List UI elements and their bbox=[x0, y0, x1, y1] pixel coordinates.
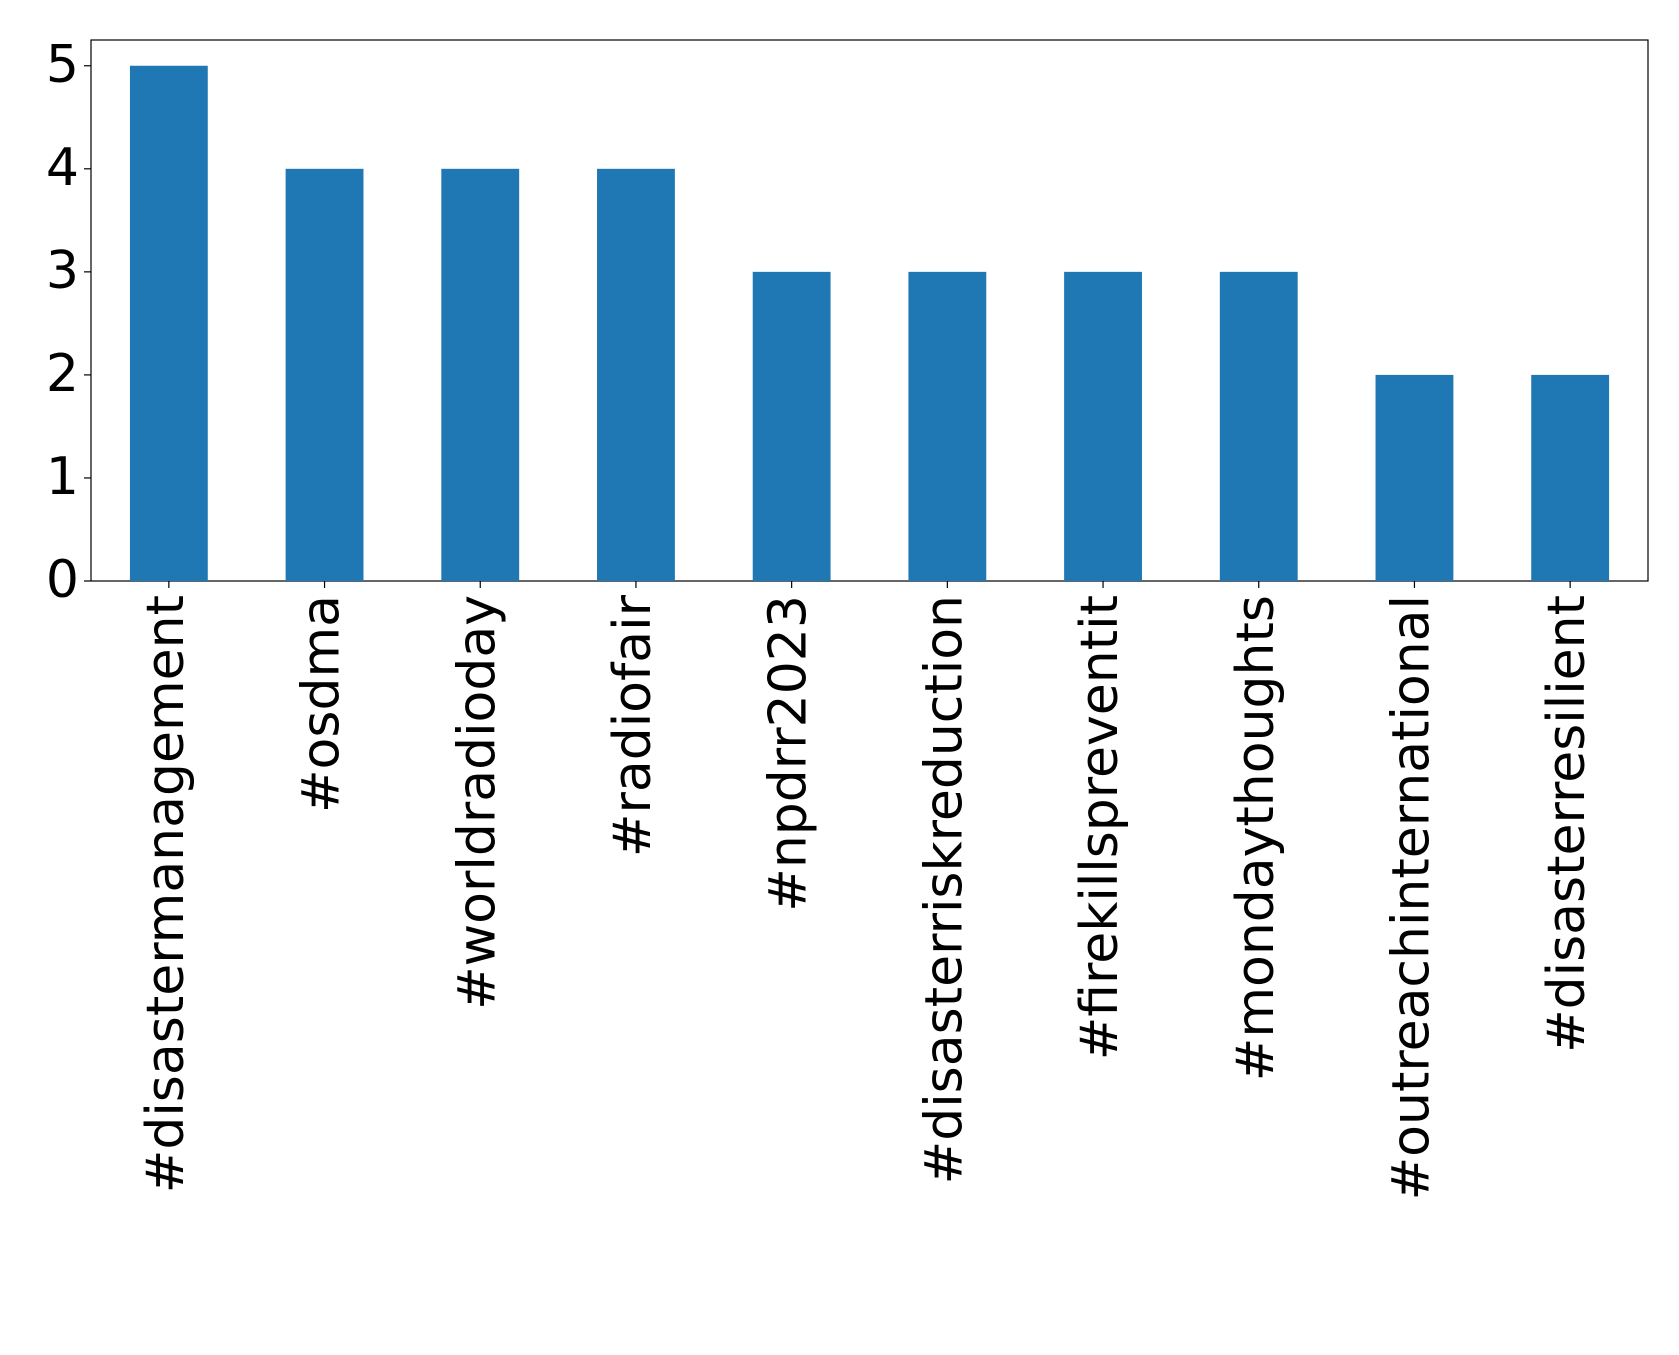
x-tick-label: #disasterresilient bbox=[1537, 595, 1597, 1053]
bar bbox=[129, 65, 208, 581]
y-tick-label: 5 bbox=[46, 35, 79, 95]
x-tick-label: #worldradioday bbox=[447, 595, 507, 1010]
x-tick-label: #disastermanagement bbox=[136, 595, 196, 1193]
y-tick-label: 2 bbox=[46, 344, 79, 404]
x-tick-label: #firekillspreventit bbox=[1070, 595, 1130, 1060]
x-tick-label: #radiofair bbox=[603, 594, 663, 857]
y-tick-label: 0 bbox=[46, 550, 79, 610]
y-tick-label: 1 bbox=[46, 447, 79, 507]
x-tick-label: #outreachinternational bbox=[1381, 595, 1441, 1200]
bar bbox=[1375, 374, 1454, 581]
bar bbox=[908, 271, 987, 581]
x-tick-label: #osdma bbox=[292, 595, 352, 813]
bar bbox=[285, 168, 364, 582]
bar bbox=[1219, 271, 1298, 581]
x-tick-label: #npdrr2023 bbox=[759, 595, 819, 912]
bar bbox=[1064, 271, 1142, 581]
x-tick-label: #disasterriskreduction bbox=[914, 595, 974, 1184]
y-tick-label: 3 bbox=[46, 241, 79, 301]
x-tick-label: #mondaythoughts bbox=[1226, 595, 1286, 1081]
bar bbox=[1531, 374, 1610, 581]
bar bbox=[752, 271, 831, 581]
bar bbox=[441, 168, 520, 582]
plot-frame bbox=[90, 39, 1649, 582]
bar bbox=[597, 168, 675, 582]
y-tick-label: 4 bbox=[46, 138, 79, 198]
